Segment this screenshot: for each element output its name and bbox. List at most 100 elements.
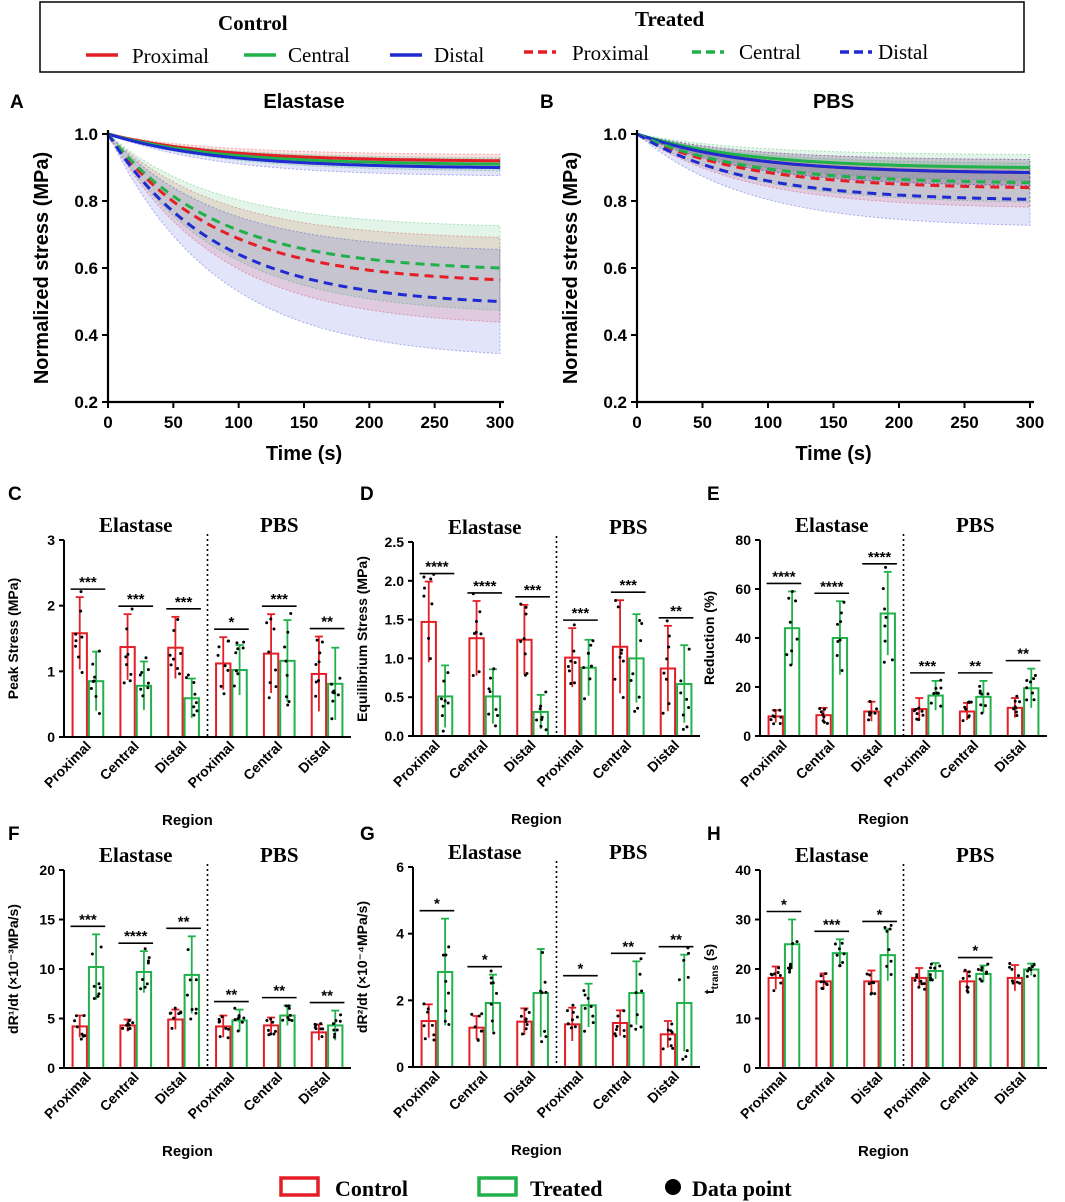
- data-point: [194, 1007, 198, 1011]
- data-point: [833, 942, 837, 946]
- control-bar: [767, 976, 784, 1069]
- data-point: [1016, 974, 1020, 978]
- y-tick-label: 60: [735, 581, 751, 597]
- x-tick-label: 250: [950, 413, 978, 432]
- data-point: [661, 711, 665, 715]
- data-point: [583, 697, 587, 701]
- data-point: [130, 607, 134, 611]
- data-point: [636, 706, 640, 710]
- data-point: [143, 985, 147, 989]
- data-point: [286, 703, 290, 707]
- data-point: [986, 962, 990, 966]
- y-tick-label: 2.5: [385, 534, 405, 550]
- data-point: [217, 645, 221, 649]
- data-point: [915, 975, 919, 979]
- data-point: [933, 966, 937, 970]
- data-point: [573, 1025, 577, 1029]
- data-point: [226, 639, 230, 643]
- data-point: [543, 1029, 547, 1033]
- legend-treated-proximal: Proximal: [572, 41, 649, 65]
- significance-label: ***: [127, 591, 145, 608]
- data-point: [82, 1014, 86, 1018]
- data-point: [965, 985, 969, 989]
- data-point: [140, 670, 144, 674]
- data-point: [188, 978, 192, 982]
- data-point: [441, 729, 445, 733]
- panel-letter: C: [8, 484, 22, 505]
- data-point: [1018, 700, 1022, 704]
- data-point: [978, 689, 982, 693]
- data-point: [446, 671, 450, 675]
- data-point: [835, 953, 839, 957]
- x-tick-label: 0: [103, 413, 112, 432]
- series-line: [636, 132, 1031, 190]
- group-label-pbs: PBS: [956, 843, 995, 867]
- data-point: [621, 659, 625, 663]
- data-point: [489, 976, 493, 980]
- data-point: [477, 1014, 481, 1018]
- data-point: [314, 663, 318, 667]
- data-point: [331, 699, 335, 703]
- data-point: [887, 948, 891, 952]
- data-point: [913, 978, 917, 982]
- group-label-pbs: PBS: [609, 840, 648, 864]
- data-point: [682, 958, 686, 962]
- data-point: [90, 952, 94, 956]
- data-point: [571, 1010, 575, 1014]
- category-label: Proximal: [184, 1069, 237, 1122]
- data-point: [179, 1011, 183, 1015]
- data-point: [591, 1021, 595, 1025]
- top-legend: Control Treated Proximal Central Distal …: [39, 1, 1025, 73]
- y-tick-label: 80: [735, 532, 751, 548]
- data-point: [335, 1028, 339, 1032]
- data-point: [939, 678, 943, 682]
- data-point: [266, 1028, 270, 1032]
- y-tick-label: 0.8: [603, 192, 627, 211]
- control-bar: [119, 1024, 136, 1070]
- x-tick-label: 50: [164, 413, 183, 432]
- data-point: [618, 655, 622, 659]
- y-axis-label: Peak Stress (MPa): [5, 578, 21, 699]
- y-tick-label: 0.0: [385, 728, 405, 744]
- data-point: [429, 577, 433, 581]
- data-point: [671, 1046, 675, 1050]
- data-point: [934, 686, 938, 690]
- data-point: [565, 1009, 569, 1013]
- data-point: [883, 926, 887, 930]
- data-point: [839, 611, 843, 615]
- category-label: Central: [240, 738, 285, 783]
- data-point: [494, 708, 498, 712]
- data-point: [967, 970, 971, 974]
- y-tick-label: 2: [47, 598, 55, 614]
- data-point: [131, 1021, 135, 1025]
- data-point: [884, 615, 888, 619]
- data-point: [226, 668, 230, 672]
- data-point: [685, 697, 689, 701]
- data-point: [969, 700, 973, 704]
- data-point: [73, 1019, 77, 1023]
- data-point: [670, 1022, 674, 1026]
- data-point: [195, 709, 199, 713]
- data-point: [287, 700, 291, 704]
- data-point: [432, 1038, 436, 1042]
- data-point: [835, 622, 839, 626]
- data-point: [582, 666, 586, 670]
- data-point: [125, 663, 129, 667]
- data-point: [314, 694, 318, 698]
- data-point: [139, 987, 143, 991]
- series-line: [636, 132, 1031, 169]
- treated-bar: [831, 952, 849, 1069]
- y-tick-label: 0: [47, 1060, 55, 1076]
- data-point: [147, 956, 151, 960]
- data-point: [146, 961, 150, 965]
- data-point: [287, 1018, 291, 1022]
- data-point: [985, 970, 989, 974]
- data-point: [524, 1017, 528, 1021]
- data-point: [1018, 981, 1022, 985]
- group-label-elastase: Elastase: [448, 515, 522, 539]
- data-point: [836, 639, 840, 643]
- group-label-elastase: Elastase: [99, 843, 173, 867]
- data-point: [1026, 969, 1030, 973]
- data-point: [332, 1028, 336, 1032]
- data-point: [679, 679, 683, 683]
